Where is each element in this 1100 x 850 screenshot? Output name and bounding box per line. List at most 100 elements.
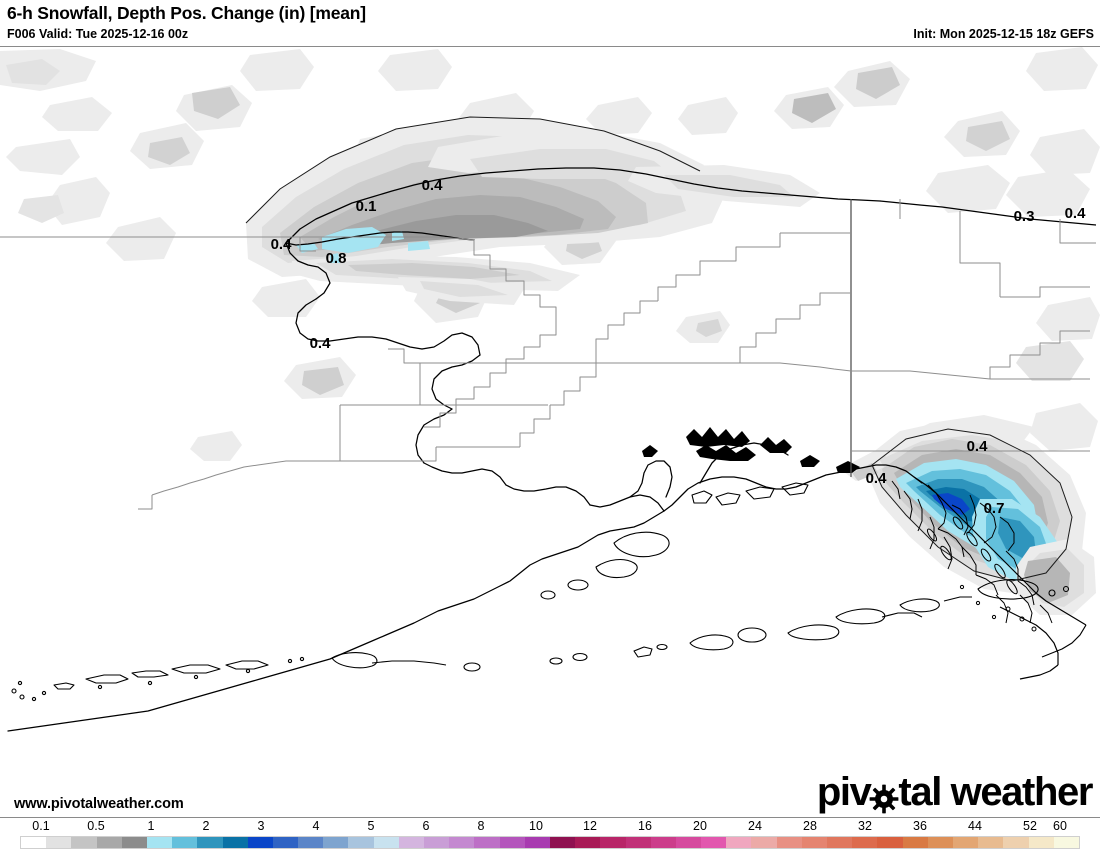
colorbar-segment: [46, 837, 72, 848]
colorbar-tick-label: 28: [803, 819, 817, 833]
logo-text-part1: piv: [816, 770, 872, 814]
colorbar-segment: [776, 837, 802, 848]
contour-label: 0.4: [422, 177, 444, 194]
colorbar-tick-label: 1: [147, 819, 155, 833]
logo-text-part2: tal weather: [898, 770, 1093, 814]
colorbar-tick-label: 6: [422, 819, 430, 833]
contour-label: 0.7: [984, 500, 1005, 517]
colorbar-segment: [424, 837, 450, 848]
colorbar-segment: [96, 837, 122, 848]
colorbar-segment: [625, 837, 651, 848]
contour-label-group: 0.4 0.1 0.4 0.8 0.4 0.3 0.4 0.4 0.4 0.7: [271, 177, 1087, 517]
colorbar-segment: [927, 837, 953, 848]
colorbar-tick-label: 24: [748, 819, 762, 833]
colorbar-tick-label: 36: [913, 819, 927, 833]
colorbar-segment: [348, 837, 374, 848]
mountain-detail: [642, 427, 860, 473]
colorbar-segment: [1053, 837, 1079, 848]
colorbar[interactable]: 0.1 0.5 1 2 3 4 5 6 8 10 12 16 20 24 28 32 36 44 52 60: [0, 819, 1100, 850]
colorbar-tick-label: 4: [312, 819, 320, 833]
aleutian-islands: [11, 579, 1070, 702]
footer: www.pivotalweather.com piv: [0, 762, 1100, 818]
colorbar-segment: [852, 837, 878, 848]
snowfall-shading-north-alaska: [246, 117, 820, 305]
colorbar-segment: [272, 837, 299, 848]
colorbar-segment: [701, 837, 727, 848]
colorbar-segment: [21, 837, 47, 848]
colorbar-tick-label: 60: [1053, 819, 1067, 833]
contour-label: 0.4: [866, 470, 888, 487]
colorbar-segment: [877, 837, 903, 848]
colorbar-segment: [600, 837, 626, 848]
contour-label: 0.4: [1065, 205, 1087, 222]
colorbar-segment: [474, 837, 500, 848]
contour-label: 0.8: [326, 250, 347, 267]
colorbar-segment: [373, 837, 399, 848]
colorbar-segment: [323, 837, 349, 848]
colorbar-tick-label: 0.1: [32, 819, 50, 833]
colorbar-strip[interactable]: [20, 836, 1080, 849]
header-subbar: F006 Valid: Tue 2025-12-16 00z Init: Mon…: [0, 27, 1100, 45]
colorbar-segment: [398, 837, 424, 848]
southern-islands: [540, 482, 809, 600]
colorbar-segment: [902, 837, 928, 848]
colorbar-segment: [222, 837, 248, 848]
website-url[interactable]: www.pivotalweather.com: [14, 796, 184, 812]
pivotal-weather-logo[interactable]: piv: [816, 770, 1093, 814]
colorbar-segment: [827, 837, 853, 848]
map-canvas[interactable]: 0.4 0.1 0.4 0.8 0.4 0.3 0.4 0.4 0.4 0.7: [0, 46, 1100, 818]
colorbar-segment: [952, 837, 979, 848]
colorbar-segment: [575, 837, 601, 848]
colorbar-tick-label: 10: [529, 819, 543, 833]
colorbar-tick-label: 16: [638, 819, 652, 833]
colorbar-segment: [121, 837, 147, 848]
colorbar-segment: [726, 837, 752, 848]
colorbar-segment: [978, 837, 1004, 848]
administrative-borders: [0, 199, 1096, 510]
colorbar-tick-label: 44: [968, 819, 982, 833]
colorbar-tick-label: 2: [202, 819, 210, 833]
colorbar-segment: [650, 837, 676, 848]
contour-label: 0.4: [967, 438, 989, 455]
header: 6-h Snowfall, Depth Pos. Change (in) [me…: [0, 0, 1100, 46]
colorbar-tick-label: 5: [367, 819, 375, 833]
map-svg: 0.4 0.1 0.4 0.8 0.4 0.3 0.4 0.4 0.4 0.7: [0, 47, 1100, 817]
colorbar-segment: [499, 837, 525, 848]
panhandle-detail: [891, 480, 1053, 632]
colorbar-segment: [1028, 837, 1054, 848]
model-init-time: Init: Mon 2025-12-15 18z GEFS: [913, 27, 1094, 41]
colorbar-tick-label: 52: [1023, 819, 1037, 833]
colorbar-segment: [247, 837, 273, 848]
colorbar-segment: [1003, 837, 1029, 848]
colorbar-segment: [172, 837, 198, 848]
forecast-valid-time: F006 Valid: Tue 2025-12-16 00z: [7, 27, 189, 41]
colorbar-tick-label: 8: [477, 819, 485, 833]
canada-coastline: [879, 200, 1097, 680]
colorbar-segment: [197, 837, 223, 848]
colorbar-tick-labels: 0.1 0.5 1 2 3 4 5 6 8 10 12 16 20 24 28 32 36 44 52 60: [0, 819, 1100, 834]
page-title: 6-h Snowfall, Depth Pos. Change (in) [me…: [7, 3, 366, 23]
gear-snowflake-icon: [869, 781, 899, 814]
colorbar-segment: [675, 837, 702, 848]
colorbar-segment: [524, 837, 550, 848]
colorbar-tick-label: 32: [858, 819, 872, 833]
contour-label: 0.3: [1014, 208, 1035, 225]
colorbar-segment: [146, 837, 173, 848]
colorbar-tick-label: 20: [693, 819, 707, 833]
contour-lines: [245, 116, 1073, 582]
colorbar-segment: [801, 837, 827, 848]
colorbar-segment: [71, 837, 97, 848]
colorbar-tick-label: 0.5: [87, 819, 105, 833]
contour-label: 0.4: [310, 335, 332, 352]
colorbar-segment: [751, 837, 777, 848]
snowfall-shading-southeast-alaska: [840, 403, 1098, 615]
contour-label: 0.4: [271, 236, 293, 253]
colorbar-tick-label: 12: [583, 819, 597, 833]
colorbar-segment: [298, 837, 324, 848]
colorbar-segment: [549, 837, 576, 848]
colorbar-segment: [449, 837, 475, 848]
colorbar-tick-label: 3: [257, 819, 265, 833]
logo-text: piv: [816, 770, 1093, 814]
contour-label: 0.1: [356, 198, 377, 215]
